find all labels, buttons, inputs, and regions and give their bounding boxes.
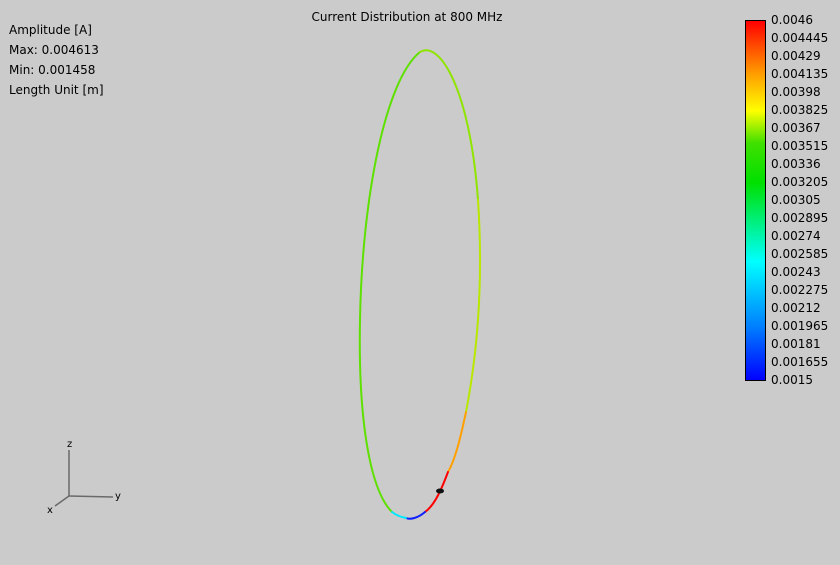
x-axis-line [54,495,70,507]
colorbar-label: 0.00398 [771,85,821,99]
amplitude-label: Amplitude [A] [9,23,92,37]
loop-blue-segment [405,511,426,520]
feed-point-marker[interactable] [436,488,444,494]
colorbar-label: 0.00274 [771,229,821,243]
colorbar-label: 0.00243 [771,265,821,279]
axis-triad [54,450,114,507]
loop-red-segment [424,471,449,513]
colorbar-label: 0.00181 [771,337,821,351]
colorbar-label: 0.001965 [771,319,829,333]
colorbar [745,20,766,381]
plot-title: Current Distribution at 800 MHz [311,10,503,24]
colorbar-label: 0.003205 [771,175,829,189]
loop-orange-segment [447,411,467,473]
colorbar-label: 0.00212 [771,301,821,315]
colorbar-label: 0.002895 [771,211,829,225]
colorbar-label: 0.004445 [771,31,829,45]
loop-top-segment [419,49,479,201]
min-value: Min: 0.001458 [9,63,96,77]
loop-left-segment [358,51,421,513]
y-axis-label: y [115,491,121,502]
colorbar-label: 0.004135 [771,67,829,81]
colorbar-label: 0.001655 [771,355,829,369]
colorbar-label: 0.00367 [771,121,821,135]
colorbar-label: 0.003515 [771,139,829,153]
loop-antenna [358,49,482,520]
colorbar-label: 0.0015 [771,373,813,387]
y-axis-line [68,495,114,498]
loop-right-segment [465,199,482,413]
colorbar-label: 0.00336 [771,157,821,171]
colorbar-label: 0.003825 [771,103,829,117]
info-panel: Amplitude [A] Max: 0.004613 Min: 0.00145… [9,20,104,100]
x-axis-label: x [47,505,53,516]
length-unit-label: Length Unit [m] [9,83,104,97]
colorbar-label: 0.002585 [771,247,829,261]
max-value: Max: 0.004613 [9,43,99,57]
z-axis-label: z [67,439,72,450]
colorbar-label: 0.0046 [771,13,813,27]
colorbar-label: 0.00305 [771,193,821,207]
colorbar-label: 0.00429 [771,49,821,63]
colorbar-label: 0.002275 [771,283,829,297]
loop-cyan-segment [391,511,407,519]
